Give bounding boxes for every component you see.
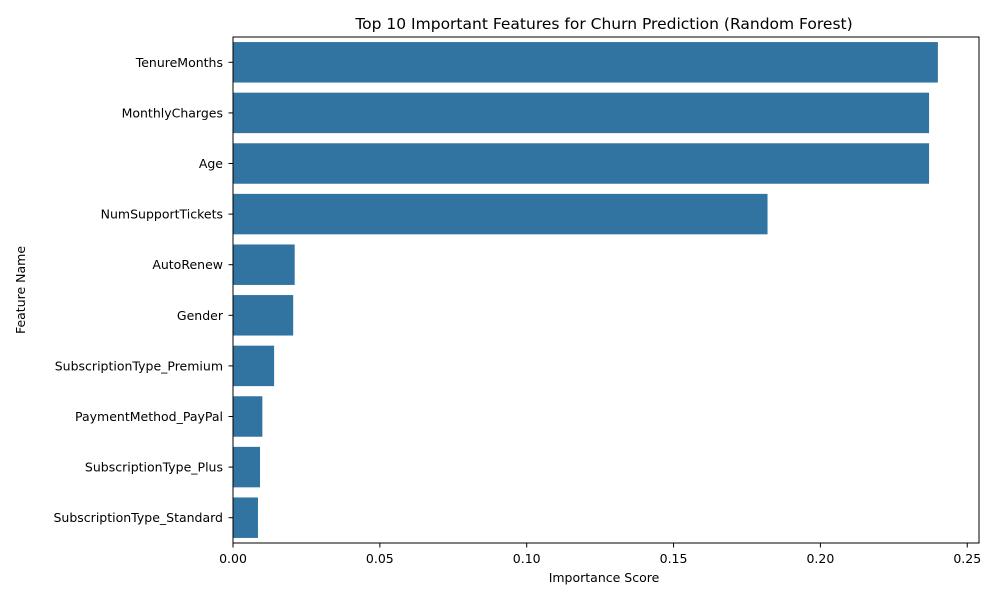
x-tick-label: 0.10: [513, 551, 541, 566]
bar-NumSupportTickets: [233, 193, 768, 235]
y-axis-label: Feature Name: [13, 246, 28, 334]
bar-TenureMonths: [233, 42, 938, 83]
y-tick-label: NumSupportTickets: [101, 207, 223, 222]
y-tick-label: SubscriptionType_Standard: [54, 510, 224, 525]
x-axis-ticks: 0.00 0.05 0.10 0.15 0.20 0.25: [219, 543, 981, 566]
bar-SubscriptionType_Standard: [233, 497, 258, 538]
x-tick-label: 0.25: [953, 551, 981, 566]
y-tick-label: Gender: [177, 308, 224, 323]
x-tick-label: 0.05: [366, 551, 394, 566]
chart-title: Top 10 Important Features for Churn Pred…: [354, 15, 852, 33]
bar-Age: [233, 143, 930, 184]
y-tick-label: SubscriptionType_Premium: [55, 358, 223, 373]
y-tick-label: Age: [199, 156, 223, 171]
plot-frame: [232, 36, 980, 544]
x-tick-label: 0.15: [660, 551, 688, 566]
bar-SubscriptionType_Premium: [233, 345, 275, 387]
bar-AutoRenew: [233, 244, 295, 285]
y-tick-label: PaymentMethod_PayPal: [75, 409, 223, 424]
y-tick-label: TenureMonths: [135, 55, 223, 70]
bar-PaymentMethod_PayPal: [233, 396, 263, 437]
y-axis-ticks: TenureMonths MonthlyCharges Age NumSupportT…: [54, 55, 233, 525]
y-tick-label: MonthlyCharges: [122, 105, 223, 120]
y-tick-label: AutoRenew: [152, 257, 223, 272]
bar-MonthlyCharges: [233, 92, 930, 134]
bar-SubscriptionType_Plus: [233, 446, 261, 488]
x-axis-label: Importance Score: [549, 570, 660, 585]
bars-group: [233, 42, 938, 538]
x-tick-label: 0.20: [806, 551, 834, 566]
y-tick-label: SubscriptionType_Plus: [85, 460, 223, 475]
x-tick-label: 0.00: [219, 551, 247, 566]
bar-Gender: [233, 295, 294, 336]
